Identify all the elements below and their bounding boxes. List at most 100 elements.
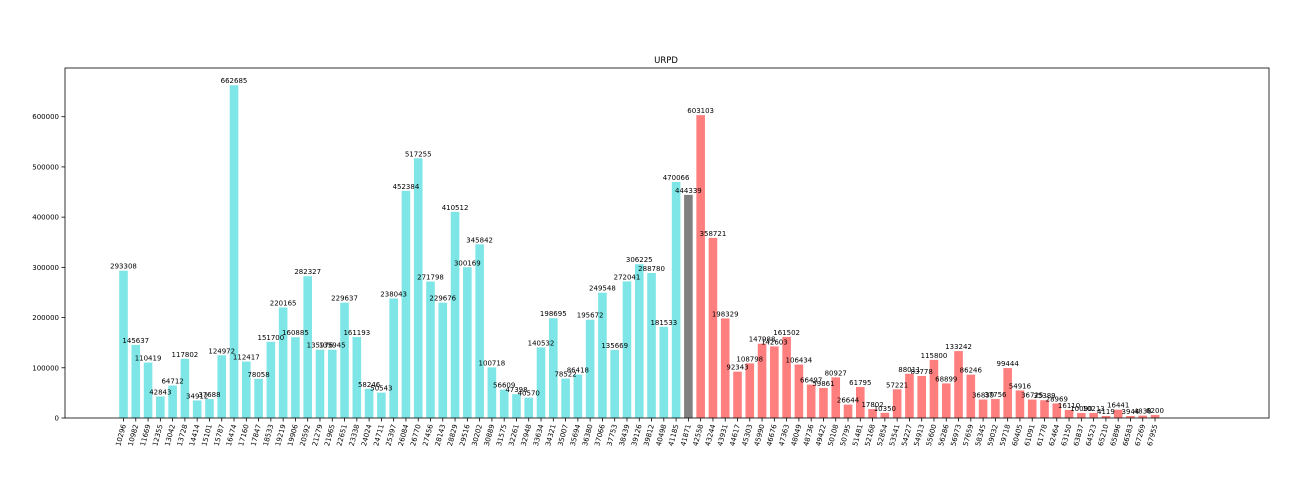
value-label: 300169 <box>454 259 481 267</box>
value-label: 282327 <box>294 268 321 276</box>
value-label: 135945 <box>319 342 346 350</box>
bar-31575 <box>499 389 509 418</box>
bar-43931 <box>720 318 730 418</box>
bar-35007 <box>561 378 570 418</box>
plot-frame <box>64 67 1270 419</box>
bar-49422 <box>819 387 828 418</box>
value-label: 59861 <box>812 380 834 388</box>
value-label: 249548 <box>589 285 616 293</box>
value-label: 86246 <box>960 367 983 375</box>
value-label: 10213 <box>1082 405 1104 413</box>
bar-35694 <box>573 374 583 418</box>
value-label: 147988 <box>749 336 776 344</box>
value-label: 108798 <box>736 355 763 363</box>
value-label: 78522 <box>554 371 576 379</box>
bar-42558 <box>696 115 705 419</box>
y-tick-label: 0 <box>55 415 59 423</box>
bar-28829 <box>450 211 460 418</box>
bar-10296 <box>119 270 128 418</box>
bar-37066 <box>598 292 607 418</box>
value-label: 16441 <box>1107 402 1129 410</box>
value-label: 100718 <box>479 359 506 367</box>
value-label: 112417 <box>233 354 260 362</box>
value-label: 145637 <box>122 337 149 345</box>
value-labels-layer: 2933081456371104194284364712117802349123… <box>110 77 1164 416</box>
bar-63837 <box>1077 412 1086 418</box>
value-label: 198695 <box>540 310 567 318</box>
value-label: 88011 <box>898 366 920 374</box>
value-label: 28969 <box>1046 395 1068 403</box>
bar-34321 <box>549 318 558 418</box>
value-label: 220165 <box>270 299 297 307</box>
value-label: 56609 <box>493 382 515 390</box>
bar-62464 <box>1052 403 1062 418</box>
bar-11669 <box>143 362 153 418</box>
bar-12355 <box>156 396 165 418</box>
bar-25397 <box>389 298 398 418</box>
y-tick-label: 600000 <box>32 113 59 121</box>
bar-58345 <box>978 399 988 418</box>
value-label: 66497 <box>800 377 822 385</box>
bar-15101 <box>205 399 214 418</box>
bar-26084 <box>401 190 411 418</box>
bars-layer <box>119 85 1160 419</box>
bar-45303 <box>745 363 755 418</box>
value-label: 115800 <box>921 352 948 360</box>
value-label: 444339 <box>675 187 702 195</box>
value-label: 110419 <box>135 355 162 363</box>
value-label: 99444 <box>997 360 1020 368</box>
bar-51481 <box>856 386 865 418</box>
bar-39126 <box>634 264 644 418</box>
bar-39812 <box>647 272 656 418</box>
bar-43244 <box>708 237 718 418</box>
bar-46676 <box>770 346 779 418</box>
bar-23338 <box>352 337 362 418</box>
value-label: 68899 <box>935 375 957 383</box>
bar-32261 <box>512 394 521 418</box>
value-label: 135669 <box>601 342 628 350</box>
bar-32948 <box>524 397 534 418</box>
bar-17160 <box>242 361 251 418</box>
bar-14414 <box>192 400 202 418</box>
bar-21965 <box>327 349 337 418</box>
value-label: 106434 <box>786 357 813 365</box>
value-label: 64712 <box>161 378 183 386</box>
bar-56973 <box>954 351 963 418</box>
bar-10982 <box>131 344 141 418</box>
bar-56286 <box>941 383 951 418</box>
value-label: 50543 <box>370 385 392 393</box>
bar-28143 <box>438 302 448 418</box>
value-label: 452384 <box>393 183 420 191</box>
y-tick-label: 300000 <box>32 264 59 272</box>
value-label: 10350 <box>874 405 896 413</box>
value-label: 3944 <box>1122 408 1140 416</box>
bar-64523 <box>1089 412 1098 418</box>
value-label: 80927 <box>825 369 847 377</box>
value-label: 57221 <box>886 381 908 389</box>
value-label: 36725 <box>1021 392 1043 400</box>
bar-67955 <box>1150 414 1160 418</box>
value-label: 133242 <box>945 343 972 351</box>
bar-41185 <box>671 181 681 418</box>
value-label: 142603 <box>761 338 788 346</box>
y-tick-label: 400000 <box>32 214 59 222</box>
bar-27456 <box>426 281 435 418</box>
value-label: 345842 <box>466 236 493 244</box>
value-label: 293308 <box>110 263 137 271</box>
value-label: 4838 <box>1134 408 1152 416</box>
value-label: 4119 <box>1097 408 1115 416</box>
value-label: 603103 <box>687 107 714 115</box>
bar-44617 <box>733 371 742 418</box>
bar-13728 <box>180 358 190 418</box>
value-label: 161193 <box>343 329 370 337</box>
bar-24024 <box>364 388 374 418</box>
value-label: 58246 <box>358 381 381 389</box>
bar-53541 <box>892 389 902 418</box>
bar-47363 <box>782 336 791 418</box>
value-label: 16110 <box>1058 402 1080 410</box>
bar-52854 <box>880 412 890 418</box>
value-label: 47398 <box>505 386 527 394</box>
bar-40498 <box>659 326 669 418</box>
bar-59718 <box>1003 368 1012 418</box>
bar-16474 <box>229 85 239 418</box>
